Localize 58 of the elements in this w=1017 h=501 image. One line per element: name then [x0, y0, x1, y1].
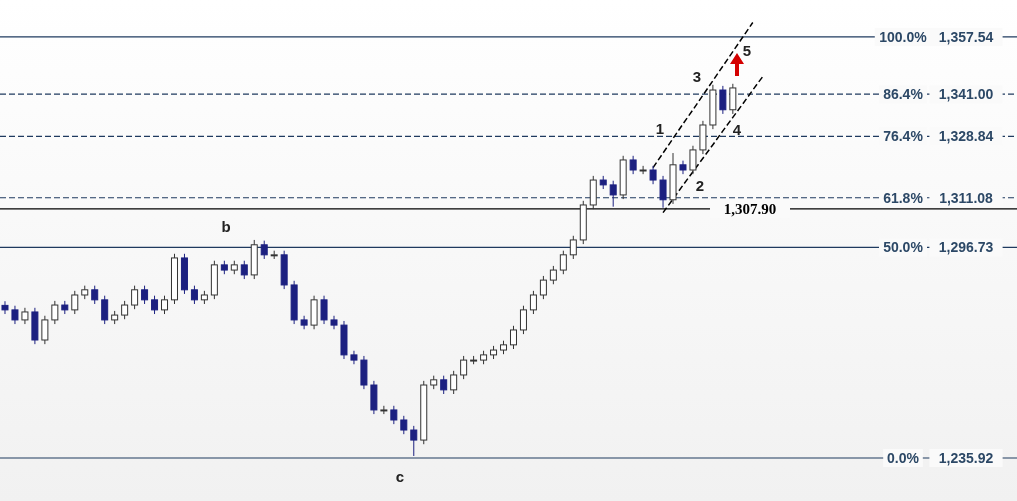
candlestick: [609, 180, 617, 208]
candlestick: [51, 300, 59, 325]
candlestick: [11, 305, 19, 325]
candlestick: [729, 83, 737, 115]
candlestick: [559, 250, 567, 275]
candlestick: [410, 425, 418, 457]
candlestick: [260, 240, 268, 260]
annotation: 3: [692, 67, 702, 85]
candlestick: [151, 295, 159, 315]
annotation: 4: [732, 120, 742, 138]
candlestick: [509, 325, 517, 350]
candlestick: [629, 155, 637, 175]
candlestick: [649, 165, 657, 185]
annotation: 61.8%: [883, 189, 924, 206]
candlestick: [400, 415, 408, 435]
annotation: 86.4%: [883, 86, 924, 103]
candlestick: [91, 285, 99, 305]
candlestick: [131, 285, 139, 310]
annotation: 100.0%: [879, 28, 928, 45]
ref-line-label: 1,307.90: [723, 200, 777, 217]
candlestick: [519, 305, 527, 335]
annotation: 1: [655, 119, 665, 137]
candlestick: [320, 295, 328, 325]
candlestick: [161, 295, 169, 315]
candlestick: [141, 285, 149, 305]
candlestick: [390, 405, 398, 425]
annotation: 50.0%: [883, 239, 924, 256]
y-tick-label: 1,357.54: [938, 28, 994, 45]
candlestick: [240, 260, 248, 280]
candlestick: [539, 275, 547, 300]
y-tick-label: 1,296.73: [938, 239, 994, 256]
candlestick: [659, 175, 667, 209]
annotation: c: [395, 467, 405, 485]
y-tick-label: 1,341.00: [938, 86, 994, 103]
candlestick: [450, 370, 458, 395]
candlestick: [689, 145, 697, 175]
candlestick: [719, 85, 727, 115]
annotation: 76.4%: [883, 128, 924, 145]
y-tick-label: 1,235.92: [938, 450, 994, 466]
candlestick: [121, 300, 129, 320]
annotation: 5: [742, 41, 752, 59]
candlestick: [41, 315, 49, 345]
y-tick-label: 1,311.08: [939, 189, 994, 206]
candlestick: [101, 295, 109, 325]
annotation: 2: [695, 176, 705, 194]
candlestick: [1, 300, 9, 315]
candlestick: [639, 165, 647, 175]
candlestick: [569, 235, 577, 260]
candlestick: [190, 285, 198, 305]
annotation: b: [221, 217, 231, 235]
candlestick: [549, 265, 557, 285]
candlestick: [460, 355, 468, 380]
candlestick: [440, 375, 448, 395]
candlestick: [529, 290, 537, 315]
y-tick-label: 1,328.84: [938, 128, 994, 145]
candlestick: [71, 290, 79, 315]
candlestick: [380, 405, 388, 415]
annotation: 0.0%: [887, 450, 920, 466]
